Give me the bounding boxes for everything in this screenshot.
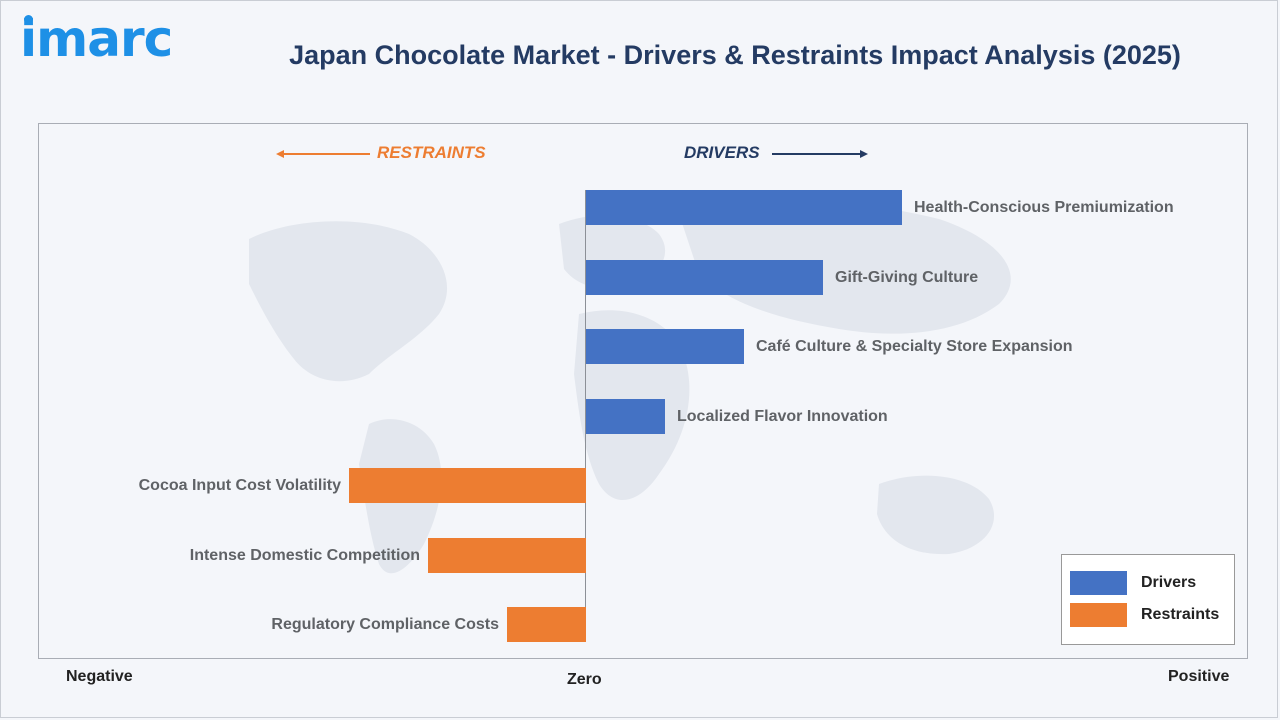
drivers-arrow (772, 150, 868, 158)
restraints-direction-label: RESTRAINTS (377, 143, 486, 162)
bar-restraint-4 (349, 468, 586, 503)
axis-label-negative: Negative (66, 668, 133, 685)
bar-restraint-6 (507, 607, 586, 642)
bar-driver-3 (586, 399, 665, 434)
bar-driver-2 (586, 329, 744, 364)
bar-label-0: Health-Conscious Premiumization (914, 199, 1174, 216)
bar-label-4: Cocoa Input Cost Volatility (138, 477, 341, 494)
logo-dot (24, 15, 33, 24)
bar-restraint-5 (428, 538, 586, 573)
legend-label-drivers: Drivers (1141, 574, 1197, 591)
zero-axis-line (585, 190, 586, 641)
axis-label-zero: Zero (567, 671, 602, 688)
legend-label-restraints: Restraints (1141, 606, 1220, 623)
bar-label-1: Gift-Giving Culture (835, 269, 979, 286)
legend-item-restraints: Restraints (1070, 603, 1219, 627)
axis-label-positive: Positive (1168, 668, 1230, 685)
legend: Drivers Restraints (1061, 554, 1235, 645)
bar-label-3: Localized Flavor Innovation (677, 408, 888, 425)
bar-driver-0 (586, 190, 902, 225)
bar-label-2: Café Culture & Specialty Store Expansion (756, 338, 1073, 355)
imarc-logo: imarc (20, 10, 173, 68)
bar-label-6: Regulatory Compliance Costs (271, 616, 499, 633)
bar-label-5: Intense Domestic Competition (189, 547, 420, 564)
chart-title: Japan Chocolate Market - Drivers & Restr… (289, 40, 1181, 70)
legend-swatch-restraints (1070, 603, 1127, 627)
restraints-arrow (276, 150, 370, 158)
legend-swatch-drivers (1070, 571, 1127, 595)
legend-item-drivers: Drivers (1070, 571, 1196, 595)
bar-driver-1 (586, 260, 823, 295)
drivers-direction-label: DRIVERS (684, 143, 760, 162)
